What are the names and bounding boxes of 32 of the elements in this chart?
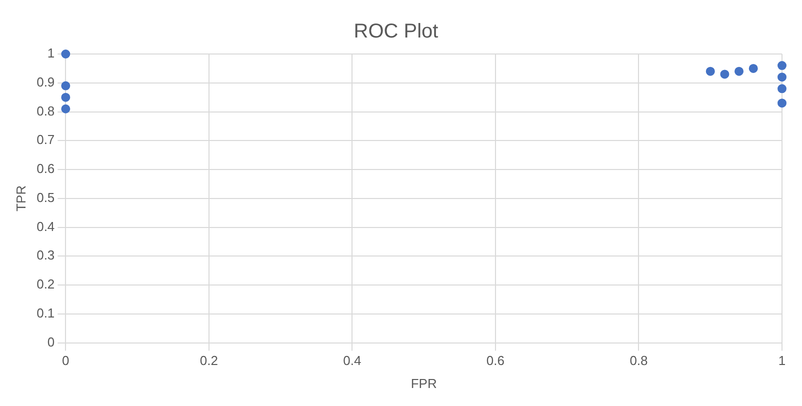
x-tick-label: 0.2 [200, 353, 218, 368]
point [61, 92, 70, 102]
point [748, 64, 758, 73]
chart-title: ROC Plot [354, 20, 439, 43]
point [720, 70, 730, 79]
point [61, 104, 70, 114]
y-tick-label: 0 [47, 334, 55, 350]
y-axis-title: TPR [13, 185, 28, 212]
x-tick-label: 0 [62, 353, 70, 368]
point [734, 66, 744, 76]
x-tick-label: 0.6 [486, 353, 505, 368]
y-tick-label: 0.7 [36, 132, 55, 148]
x-axis-title: FPR [410, 376, 437, 391]
y-tick-label: 0.6 [36, 161, 55, 176]
y-tick-label: 0.2 [36, 276, 55, 292]
point [778, 98, 786, 108]
point [61, 81, 70, 90]
y-tick-label: 0.5 [36, 190, 55, 205]
point [778, 61, 786, 70]
y-tick-label: 0.3 [36, 248, 55, 263]
x-tick-label: 0.4 [343, 353, 362, 368]
y-tick-label: 0.8 [36, 103, 55, 118]
y-tick-label: 1 [47, 46, 55, 61]
x-tick-label: 0.8 [630, 353, 648, 368]
point [706, 66, 715, 76]
y-tick-label: 0.1 [36, 306, 55, 320]
point [61, 50, 70, 58]
y-tick-label: 0.4 [36, 218, 55, 234]
point [778, 72, 786, 82]
point [778, 84, 786, 94]
x-tick-label: 1 [778, 353, 786, 368]
y-tick-label: 0.9 [36, 74, 55, 90]
